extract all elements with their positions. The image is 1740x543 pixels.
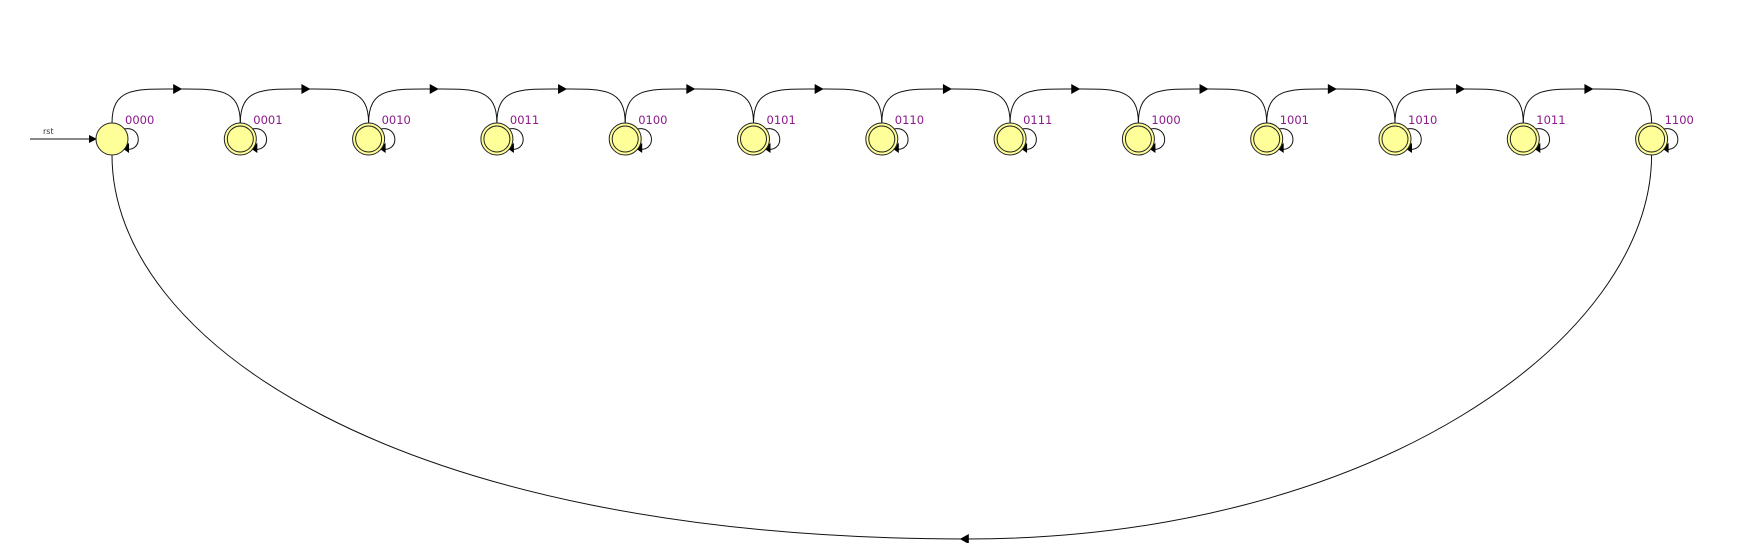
state-label: 0000 [125, 113, 154, 127]
state-circle [95, 122, 129, 156]
transition-arrowhead [1199, 84, 1209, 94]
state-inner-ring [1124, 125, 1152, 153]
state-circle [737, 122, 770, 156]
state-inner-ring [1638, 125, 1666, 153]
state-label: 0110 [895, 113, 924, 127]
transition-arrowhead [814, 84, 824, 94]
state-inner-ring [996, 125, 1024, 153]
state-circle [223, 122, 257, 156]
state-circle [1506, 122, 1540, 156]
state-node-0111[interactable]: 0111 [993, 113, 1052, 156]
state-label: 0010 [382, 113, 411, 127]
state-node-0000[interactable]: 0000 [95, 113, 154, 156]
state-label: 1000 [1151, 113, 1180, 127]
transition-arrowhead [1584, 84, 1594, 94]
state-circle [1121, 122, 1155, 156]
state-label: 1100 [1665, 113, 1694, 127]
state-inner-ring [868, 125, 896, 153]
state-circle [608, 122, 642, 156]
transition-arrowhead [173, 84, 183, 94]
state-node-0001[interactable]: 0001 [223, 113, 283, 156]
state-inner-ring [226, 125, 254, 153]
state-circle [352, 122, 386, 156]
state-label: 0101 [767, 113, 796, 127]
state-inner-ring [740, 125, 767, 153]
state-label: 0001 [253, 113, 282, 127]
state-node-0011[interactable]: 0011 [480, 113, 539, 156]
return-transition-arrowhead [959, 534, 969, 543]
transition-arrowhead [942, 84, 952, 94]
transition-arrowhead [558, 84, 568, 94]
transition-arrowhead [1456, 84, 1466, 94]
state-node-0100[interactable]: 0100 [608, 113, 667, 156]
state-node-0101[interactable]: 0101 [737, 113, 796, 156]
state-circle [1635, 122, 1669, 156]
edges-layer [111, 84, 1679, 543]
state-circle [1378, 122, 1412, 156]
state-label: 0011 [510, 113, 539, 127]
state-node-1100[interactable]: 1100 [1635, 113, 1694, 156]
state-label: 0111 [1023, 113, 1052, 127]
transition-arrowhead [429, 84, 439, 94]
state-inner-ring [355, 125, 383, 153]
state-inner-ring [1381, 125, 1409, 153]
states-layer: 0000 0001 0010 0011 0100 0101 0110 0111 1000 1001… [95, 113, 1694, 156]
reset-label: rst [43, 127, 54, 136]
state-node-1001[interactable]: 1001 [1250, 113, 1309, 156]
state-node-1011[interactable]: 1011 [1506, 113, 1566, 156]
state-node-1000[interactable]: 1000 [1121, 113, 1181, 156]
transition-arrowhead [1071, 84, 1081, 94]
state-circle [993, 122, 1027, 156]
transition-arrowhead [301, 84, 311, 94]
transition-arrowhead [1327, 84, 1337, 94]
state-inner-ring [611, 125, 639, 153]
transition-arrowhead [686, 84, 696, 94]
state-label: 1011 [1536, 113, 1565, 127]
state-label: 0100 [638, 113, 667, 127]
state-node-0110[interactable]: 0110 [865, 113, 924, 156]
reset-arrowhead [89, 135, 97, 143]
state-circle [1250, 122, 1284, 156]
reset-arrow-group: rst [30, 127, 97, 143]
return-transition-arc [111, 154, 1653, 540]
state-node-0010[interactable]: 0010 [352, 113, 411, 156]
state-label: 1001 [1280, 113, 1309, 127]
state-inner-ring [1509, 125, 1537, 153]
state-node-1010[interactable]: 1010 [1378, 113, 1437, 156]
state-inner-ring [483, 125, 511, 153]
state-inner-ring [1253, 125, 1281, 153]
state-circle [480, 122, 514, 156]
state-label: 1010 [1408, 113, 1437, 127]
state-circle [865, 122, 899, 156]
